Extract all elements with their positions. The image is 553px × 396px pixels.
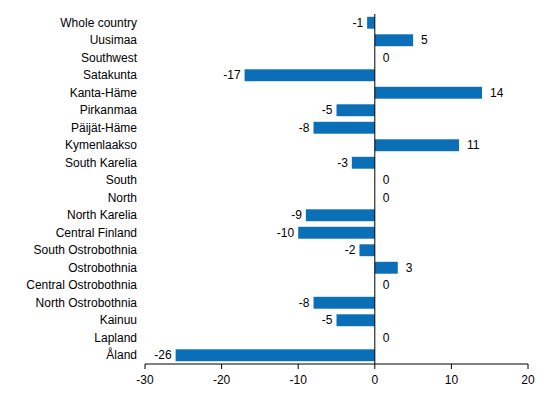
x-tick [298, 364, 299, 369]
x-tick-label: -20 [213, 373, 231, 387]
data-label: 0 [383, 191, 390, 205]
category-label: North Ostrobothnia [36, 296, 138, 310]
data-label: -26 [154, 348, 172, 362]
category-label: Central Finland [56, 226, 137, 240]
data-label: 0 [383, 51, 390, 65]
x-tick-label: 10 [445, 373, 459, 387]
category-label: Åland [106, 347, 137, 362]
category-label: South Karelia [65, 156, 137, 170]
data-label: 0 [383, 331, 390, 345]
bar [314, 297, 375, 309]
data-label: -5 [322, 103, 333, 117]
category-label: Ostrobothnia [68, 261, 137, 275]
category-label: South Ostrobothnia [34, 243, 138, 257]
category-label: Whole country [60, 16, 137, 30]
data-label: -2 [345, 243, 356, 257]
x-tick-label: -30 [136, 373, 154, 387]
bar [375, 87, 482, 99]
data-label: -3 [337, 156, 348, 170]
bar [306, 209, 375, 221]
data-label: 14 [490, 86, 504, 100]
category-label: South [106, 173, 137, 187]
data-label: 0 [383, 173, 390, 187]
data-label: 11 [467, 138, 480, 152]
chart: Whole country -1 Uusimaa 5 Southwest 0 Satakun… [0, 0, 553, 396]
data-label: -8 [299, 121, 310, 135]
category-label: Kymenlaakso [65, 138, 137, 152]
data-label: -9 [291, 208, 302, 222]
bar [176, 349, 375, 361]
category-label: Pirkanmaa [80, 103, 138, 117]
category-label: North [108, 191, 137, 205]
category-label: Satakunta [83, 68, 137, 82]
bar [375, 139, 459, 151]
x-tick [528, 364, 529, 369]
x-tick-label: 0 [371, 373, 378, 387]
bar [245, 69, 375, 81]
bar [352, 157, 375, 169]
x-tick-label: 20 [521, 373, 535, 387]
data-label: 0 [383, 278, 390, 292]
bars [176, 17, 482, 361]
x-tick [374, 364, 375, 369]
category-label: North Karelia [67, 208, 137, 222]
bar [375, 34, 413, 46]
data-label: -1 [352, 16, 363, 30]
bar [314, 122, 375, 134]
category-label: Kainuu [100, 313, 137, 327]
category-label: Lapland [94, 331, 137, 345]
category-label: Southwest [81, 51, 138, 65]
data-label: -8 [299, 296, 310, 310]
labels: Whole country -1 Uusimaa 5 Southwest 0 Satakun… [26, 16, 503, 363]
x-tick [221, 364, 222, 369]
zero-line [374, 14, 375, 364]
data-label: 3 [406, 261, 413, 275]
data-label: 5 [421, 33, 428, 47]
category-label: Uusimaa [90, 33, 138, 47]
bar [298, 227, 375, 239]
bar [337, 104, 375, 116]
category-label: Päijät-Häme [71, 121, 137, 135]
category-label: Kanta-Häme [70, 86, 138, 100]
data-label: -17 [223, 68, 241, 82]
bar [375, 262, 398, 274]
data-label: -10 [277, 226, 295, 240]
x-tick-label: -10 [290, 373, 308, 387]
bar [337, 314, 375, 326]
x-tick [451, 364, 452, 369]
x-tick [145, 364, 146, 369]
category-label: Central Ostrobothnia [26, 278, 137, 292]
data-label: -5 [322, 313, 333, 327]
bar [359, 244, 374, 256]
x-axis [145, 364, 528, 365]
bar [367, 17, 375, 29]
